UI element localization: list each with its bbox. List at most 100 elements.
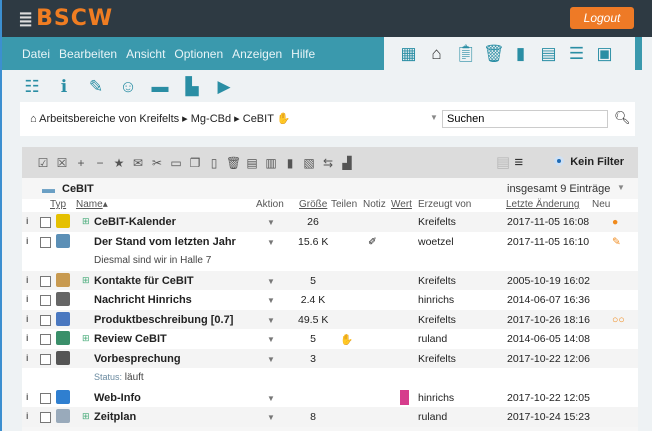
info-icon[interactable]: i [26,391,29,402]
col-value[interactable]: Wert [391,199,412,210]
breadcrumb-item[interactable]: CeBIT [242,113,274,125]
row-checkbox[interactable] [40,295,51,306]
info-icon[interactable]: i [26,274,29,285]
table-row[interactable]: i Der Stand vom letzten Jahr ▼ 15.6 K ✐ … [22,231,638,251]
entry-name[interactable]: Web-Info [94,391,141,404]
row-checkbox[interactable] [40,314,51,326]
info-icon[interactable]: i [26,313,29,324]
menu-hilfe[interactable]: Hilfe [291,47,316,61]
message-icon[interactable] [56,292,70,306]
table-row[interactable]: i ⊞ Review CeBIT ▼ 5 ✋ ruland 2014-06-05… [22,329,638,349]
table-row[interactable]: i ⊞ Zeitplan ▼ 8 ruland 2017-10-24 15:23 [22,407,638,427]
table-row[interactable]: i ⊞ Kontakte für CeBIT ▼ 5 Kreifelts 200… [22,270,638,290]
entry-name[interactable]: Kontakte für CeBIT [94,274,194,287]
action-dropdown[interactable]: ▼ [267,354,275,364]
row-checkbox[interactable] [40,392,51,404]
web-icon[interactable] [56,389,70,404]
workspaces-icon[interactable]: ▦ [400,44,417,63]
col-modified[interactable]: Letzte Änderung [506,199,580,210]
cut-icon[interactable]: ✂ [151,155,163,170]
search-scope-dropdown[interactable]: ▼ [430,113,438,122]
select-all-icon[interactable]: ☑ [37,155,49,170]
info-icon[interactable]: i [26,333,29,343]
menu-datei[interactable]: Datei [22,47,51,61]
table-row[interactable]: i Vorbesprechung ▼ 3 Kreifelts 2017-10-2… [22,348,638,368]
move-icon[interactable]: ▭ [170,155,182,170]
entry-name[interactable]: Nachricht Hinrichs [94,294,192,306]
grid-view-icon[interactable]: ▤ [496,154,511,171]
mark-icon[interactable]: ★ [113,155,125,170]
print-icon[interactable]: ▟ [342,155,352,170]
row-checkbox[interactable] [40,334,51,345]
entry-name[interactable]: Der Stand vom letzten Jahr [94,235,236,248]
document-icon[interactable] [56,311,70,326]
home-icon[interactable]: ⌂ [431,44,442,63]
col-size[interactable]: Größe [299,199,328,210]
row-checkbox[interactable] [40,353,51,365]
contacts-icon[interactable] [56,272,70,287]
expand-icon[interactable]: ⊞ [82,411,90,421]
share-icon[interactable]: ⇆ [322,155,334,170]
info-icon[interactable]: i [26,294,29,304]
list-icon[interactable]: ☷ [24,77,40,96]
collapse-icon[interactable]: − [96,155,104,170]
mail-icon[interactable]: ✉ [132,155,144,170]
view-toggle[interactable]: ▤ ≡ [496,153,523,171]
row-checkbox[interactable] [40,275,51,287]
breadcrumb-item[interactable]: Arbeitsbereiche von Kreifelts [39,113,180,125]
col-name[interactable]: Name▴ [76,199,108,210]
action-dropdown[interactable]: ▼ [267,315,275,325]
action-dropdown[interactable]: ▼ [267,296,275,305]
action-dropdown[interactable]: ▼ [267,393,275,403]
contact-icon[interactable]: ▧ [303,155,315,170]
archive-icon[interactable]: ▤ [246,155,258,170]
paste-icon[interactable]: ▯ [210,155,218,170]
row-checkbox[interactable] [40,217,51,228]
list-view-icon[interactable]: ≡ [514,154,524,171]
calendar-icon[interactable] [56,214,70,228]
menu-bearbeiten[interactable]: Bearbeiten [59,47,118,61]
menu-ansicht[interactable]: Ansicht [126,47,166,61]
deselect-icon[interactable]: ☒ [56,155,68,170]
meeting-icon[interactable] [56,350,70,365]
tasks-icon[interactable]: ☰ [568,44,585,63]
expand-icon[interactable]: ⊞ [82,274,90,285]
search-icon[interactable]: 🔍︎ [614,110,631,125]
entry-name[interactable]: CeBIT-Kalender [94,216,176,228]
copy-icon[interactable]: ❐ [189,155,201,170]
info-icon[interactable]: i [26,235,29,246]
bookmark-icon[interactable]: ▮ [286,155,294,170]
note-icon[interactable]: ✐ [368,235,377,248]
table-row[interactable]: i Nachricht Hinrichs ▼ 2.4 K hinrichs 20… [22,290,638,310]
review-icon[interactable] [56,331,70,345]
export-icon[interactable]: ▶ [217,77,231,96]
new-document-icon[interactable]: ▙ [185,77,199,96]
entry-name[interactable]: Zeitplan [94,411,137,423]
action-dropdown[interactable]: ▼ [267,335,275,344]
pencil-icon[interactable]: ✎ [88,77,104,96]
delete-icon[interactable]: 🗑︎ [226,155,242,170]
entry-name[interactable]: Review CeBIT [94,333,167,345]
briefcase-icon[interactable]: ▣ [596,44,613,63]
expand-icon[interactable]: ⊞ [82,333,90,343]
breadcrumb-item[interactable]: Mg-CBd [190,113,232,125]
folder-menu-dropdown[interactable]: ▼ [617,183,625,192]
row-checkbox[interactable] [40,412,51,423]
image-icon[interactable] [56,233,70,248]
action-dropdown[interactable]: ▼ [267,413,275,422]
action-dropdown[interactable]: ▼ [267,237,275,247]
addressbook-icon[interactable]: ▮ [515,44,526,63]
action-dropdown[interactable]: ▼ [267,218,275,227]
row-checkbox[interactable] [40,236,51,248]
info-icon[interactable]: i [26,411,29,421]
entry-name[interactable]: Produktbeschreibung [0.7] [94,313,234,326]
discussion-icon[interactable] [56,409,70,423]
entry-name[interactable]: Vorbesprechung [94,352,181,365]
expand-icon[interactable]: ⊞ [82,216,90,226]
add-user-icon[interactable]: ☺ [119,77,137,96]
info-icon[interactable]: i [26,352,29,363]
rate-icon[interactable]: ▥ [265,155,277,170]
info-icon[interactable]: i [26,216,29,226]
logout-button[interactable]: Logout [570,7,634,29]
col-type[interactable]: Typ [50,199,67,210]
